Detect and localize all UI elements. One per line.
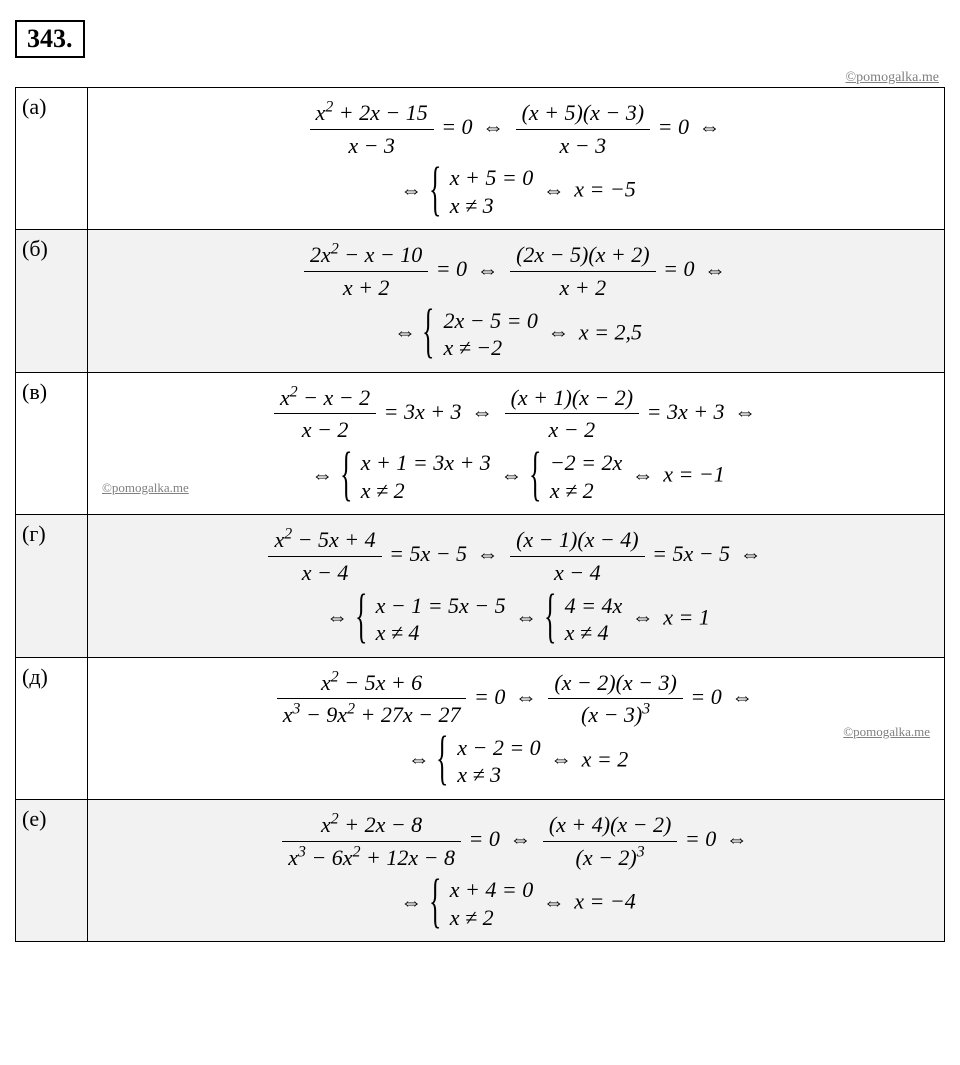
row-label: (в) (16, 372, 88, 514)
row-content: 2x2 − x − 10x + 2 = 0 ⇔ (2x − 5)(x + 2)x… (88, 230, 945, 372)
table-row: (в) ©pomogalka.me x2 − x − 2x − 2 = 3x +… (16, 372, 945, 514)
table-row: (б) 2x2 − x − 10x + 2 = 0 ⇔ (2x − 5)(x +… (16, 230, 945, 372)
row-content: x2 + 2x − 8x3 − 6x2 + 12x − 8 = 0 ⇔ (x +… (88, 799, 945, 941)
table-row: (е) x2 + 2x − 8x3 − 6x2 + 12x − 8 = 0 ⇔ … (16, 799, 945, 941)
watermark-inline: ©pomogalka.me (102, 479, 189, 497)
row-content: x2 + 2x − 15x − 3 = 0 ⇔ (x + 5)(x − 3)x … (88, 88, 945, 230)
watermark-inline: ©pomogalka.me (843, 723, 930, 741)
row-label: (г) (16, 515, 88, 657)
row-content: ©pomogalka.me x2 − 5x + 6x3 − 9x2 + 27x … (88, 657, 945, 799)
table-row: (д) ©pomogalka.me x2 − 5x + 6x3 − 9x2 + … (16, 657, 945, 799)
problem-number: 343. (15, 20, 85, 58)
table-row: (г) x2 − 5x + 4x − 4 = 5x − 5 ⇔ (x − 1)(… (16, 515, 945, 657)
table-row: (а) x2 + 2x − 15x − 3 = 0 ⇔ (x + 5)(x − … (16, 88, 945, 230)
solutions-table: (а) x2 + 2x − 15x − 3 = 0 ⇔ (x + 5)(x − … (15, 87, 945, 942)
watermark-top: ©pomogalka.me (15, 70, 945, 86)
row-label: (е) (16, 799, 88, 941)
row-content: ©pomogalka.me x2 − x − 2x − 2 = 3x + 3 ⇔… (88, 372, 945, 514)
row-label: (а) (16, 88, 88, 230)
row-content: x2 − 5x + 4x − 4 = 5x − 5 ⇔ (x − 1)(x − … (88, 515, 945, 657)
row-label: (д) (16, 657, 88, 799)
row-label: (б) (16, 230, 88, 372)
